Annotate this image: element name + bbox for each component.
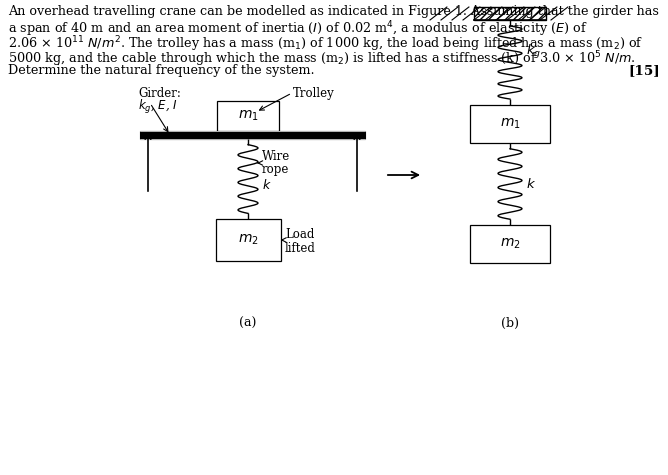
Text: $m_2$: $m_2$	[500, 237, 520, 251]
Text: Load: Load	[285, 228, 315, 241]
Text: $k_g$, $E$, $I$: $k_g$, $E$, $I$	[138, 98, 178, 116]
Text: lifted: lifted	[285, 241, 316, 255]
Text: [15]: [15]	[628, 64, 660, 77]
Bar	[217, 101, 279, 131]
Text: $m_1$: $m_1$	[238, 109, 259, 123]
Text: $m_1$: $m_1$	[500, 117, 520, 131]
Text: 5000 kg, and the cable through which the mass (m$_2$) is lifted has a stiffness : 5000 kg, and the cable through which the…	[8, 49, 636, 69]
Bar	[470, 225, 550, 263]
Text: $k_g$: $k_g$	[526, 44, 541, 61]
Text: Trolley: Trolley	[293, 86, 335, 99]
Text: 2.06 $\times$ 10$^{11}$ $N/m^2$. The trolley has a mass (m$_1$) of 1000 kg, the : 2.06 $\times$ 10$^{11}$ $N/m^2$. The tro…	[8, 35, 643, 54]
Text: Girder:: Girder:	[138, 87, 181, 100]
Bar	[474, 7, 546, 20]
Text: $k$: $k$	[262, 178, 272, 192]
Text: (a): (a)	[239, 316, 257, 330]
Bar	[470, 105, 550, 143]
Text: a span of 40 m and an area moment of inertia ($I$) of 0.02 m$^4$, a modulus of e: a span of 40 m and an area moment of ine…	[8, 20, 588, 39]
Text: rope: rope	[262, 163, 289, 177]
Bar	[216, 219, 281, 261]
Text: (b): (b)	[501, 316, 519, 330]
Text: Determine the natural frequency of the system.: Determine the natural frequency of the s…	[8, 64, 315, 77]
Text: $k$: $k$	[526, 177, 536, 191]
Text: $m_2$: $m_2$	[238, 233, 259, 247]
Text: Wire: Wire	[262, 151, 291, 163]
Bar	[140, 131, 365, 139]
Text: An overhead travelling crane can be modelled as indicated in Figure 1. Assuming : An overhead travelling crane can be mode…	[8, 5, 659, 18]
